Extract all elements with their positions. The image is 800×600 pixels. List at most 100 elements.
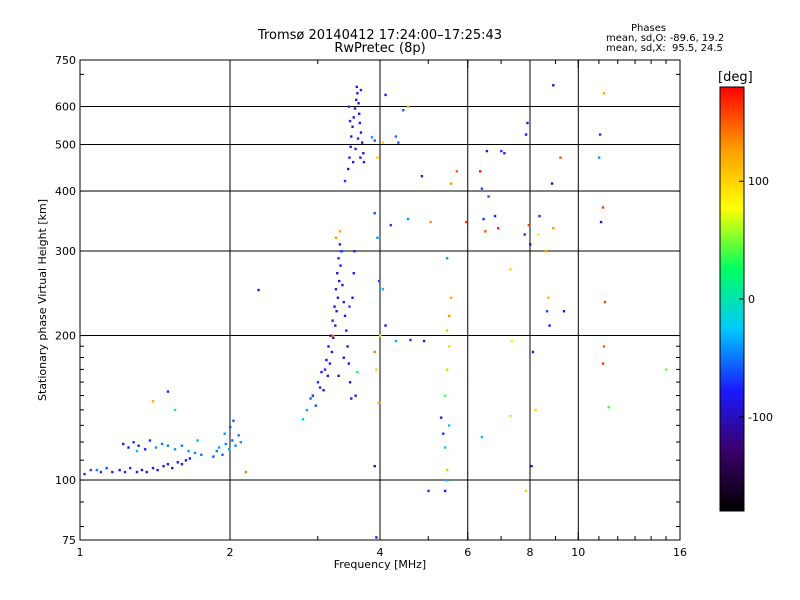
x-tick-label: 10	[571, 546, 585, 559]
data-point	[336, 271, 339, 275]
data-point	[351, 125, 354, 128]
chart-subtitle: RwPretec (8p)	[334, 41, 426, 56]
data-point	[509, 268, 512, 271]
data-point	[337, 374, 340, 378]
x-tick-label: 4	[377, 546, 384, 559]
data-point	[485, 149, 489, 153]
data-point	[166, 444, 170, 447]
data-point	[166, 390, 170, 393]
data-point	[373, 464, 376, 468]
data-point	[665, 368, 668, 371]
data-point	[447, 424, 451, 427]
data-point	[480, 187, 484, 190]
data-point	[227, 448, 231, 451]
data-point	[162, 464, 165, 468]
y-axis-label: Stationary phase Virtual Height [km]	[36, 199, 49, 401]
data-point	[409, 338, 412, 342]
data-point	[464, 220, 468, 224]
data-point	[111, 470, 114, 474]
data-point	[343, 314, 347, 318]
data-point	[132, 441, 135, 444]
data-point	[339, 264, 342, 267]
data-point	[524, 489, 528, 493]
data-point	[351, 296, 354, 299]
data-point	[316, 381, 320, 384]
data-point	[480, 435, 484, 439]
data-point	[445, 257, 449, 260]
data-point	[562, 309, 566, 313]
data-point	[148, 439, 152, 442]
data-point	[346, 167, 350, 171]
data-point	[156, 468, 159, 472]
phases-stats-o-mode: mean, sd,O: -89.6, 19.2	[606, 33, 725, 44]
data-point	[357, 102, 360, 105]
data-point	[362, 152, 365, 155]
data-point	[309, 397, 312, 400]
data-point	[602, 345, 606, 348]
data-point	[105, 466, 108, 470]
data-point	[180, 462, 184, 466]
data-point	[359, 156, 362, 159]
data-point	[529, 243, 532, 246]
data-point	[373, 212, 376, 215]
data-point	[212, 455, 215, 458]
data-point	[123, 470, 127, 474]
data-point	[137, 444, 140, 447]
data-point	[334, 288, 338, 291]
data-point	[229, 425, 232, 429]
data-point	[373, 350, 376, 354]
data-point	[559, 156, 562, 159]
data-point	[180, 444, 184, 447]
data-point	[449, 296, 453, 299]
data-point	[552, 227, 555, 230]
data-point	[333, 305, 336, 308]
data-point	[420, 174, 424, 178]
data-point	[370, 136, 374, 139]
data-point	[530, 464, 533, 468]
data-point	[350, 135, 353, 138]
data-point	[547, 296, 550, 299]
phases-stats-x-mode: mean, sd,X: 95.5, 24.5	[606, 43, 723, 54]
data-point	[373, 139, 376, 142]
data-point	[338, 243, 342, 246]
data-point	[127, 446, 130, 449]
points-layer	[83, 84, 668, 539]
data-point	[449, 182, 453, 185]
data-point	[328, 362, 332, 365]
data-point	[524, 133, 528, 136]
data-point	[357, 112, 361, 115]
colorbar-title: [deg]	[718, 70, 753, 85]
data-point	[536, 233, 540, 236]
data-point	[151, 400, 155, 403]
x-tick-label: 1	[77, 546, 84, 559]
data-point	[443, 394, 447, 397]
colorbar-tick-label: 100	[748, 175, 769, 188]
data-point	[353, 107, 357, 110]
data-point	[345, 329, 348, 332]
data-point	[327, 345, 330, 348]
data-point	[331, 319, 334, 322]
data-point	[129, 466, 132, 470]
data-point	[354, 147, 357, 151]
data-point	[389, 223, 392, 227]
data-point	[326, 374, 330, 378]
data-point	[455, 170, 459, 173]
data-point	[342, 356, 345, 359]
data-point	[346, 345, 349, 348]
data-point	[351, 160, 355, 164]
data-point	[598, 133, 602, 136]
data-point	[534, 408, 537, 412]
y-tick-label: 100	[55, 474, 76, 487]
data-point	[193, 451, 197, 455]
data-point	[160, 442, 164, 446]
data-point	[384, 324, 387, 327]
data-point	[607, 405, 610, 409]
data-point	[336, 296, 340, 299]
data-point	[314, 404, 317, 407]
data-point	[348, 381, 352, 384]
data-point	[335, 309, 338, 313]
y-tick-label: 400	[55, 185, 76, 198]
data-point	[223, 432, 226, 435]
data-point	[350, 397, 353, 400]
data-point	[221, 453, 224, 456]
